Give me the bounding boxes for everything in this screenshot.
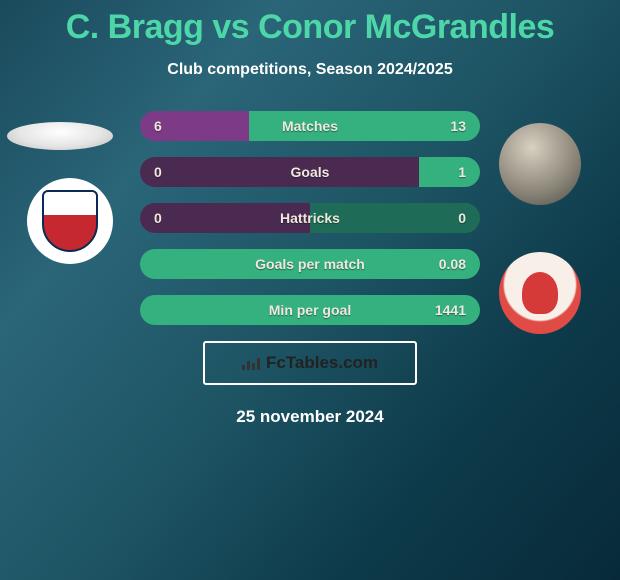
stat-value-right: 1 xyxy=(458,157,466,187)
footer-brand-box[interactable]: FcTables.com xyxy=(203,341,417,385)
content: C. Bragg vs Conor McGrandles Club compet… xyxy=(0,0,620,427)
stat-row: Goals per match0.08 xyxy=(140,249,480,279)
stat-value-left: 0 xyxy=(154,157,162,187)
stat-value-right: 13 xyxy=(450,111,466,141)
stat-row: Hattricks0 0 xyxy=(140,203,480,233)
bar-chart-icon xyxy=(242,356,260,370)
stat-label: Matches xyxy=(140,111,480,141)
stat-value-left: 0 xyxy=(154,203,162,233)
stat-label: Hattricks xyxy=(140,203,480,233)
stats-panel: Matches613Goals01Hattricks00Goals per ma… xyxy=(140,111,480,325)
date-label: 25 november 2024 xyxy=(0,407,620,427)
footer-brand-label: FcTables.com xyxy=(266,353,378,373)
stat-value-left: 6 xyxy=(154,111,162,141)
stat-value-right: 0 xyxy=(458,203,466,233)
stat-value-right: 1441 xyxy=(435,295,466,325)
stat-label: Min per goal xyxy=(140,295,480,325)
subtitle: Club competitions, Season 2024/2025 xyxy=(0,61,620,79)
stat-value-right: 0.08 xyxy=(439,249,466,279)
stat-row: Matches6 13 xyxy=(140,111,480,141)
stat-row: Min per goal1441 xyxy=(140,295,480,325)
page-title: C. Bragg vs Conor McGrandles xyxy=(0,0,620,47)
stat-label: Goals per match xyxy=(140,249,480,279)
stat-row: Goals0 1 xyxy=(140,157,480,187)
stat-label: Goals xyxy=(140,157,480,187)
